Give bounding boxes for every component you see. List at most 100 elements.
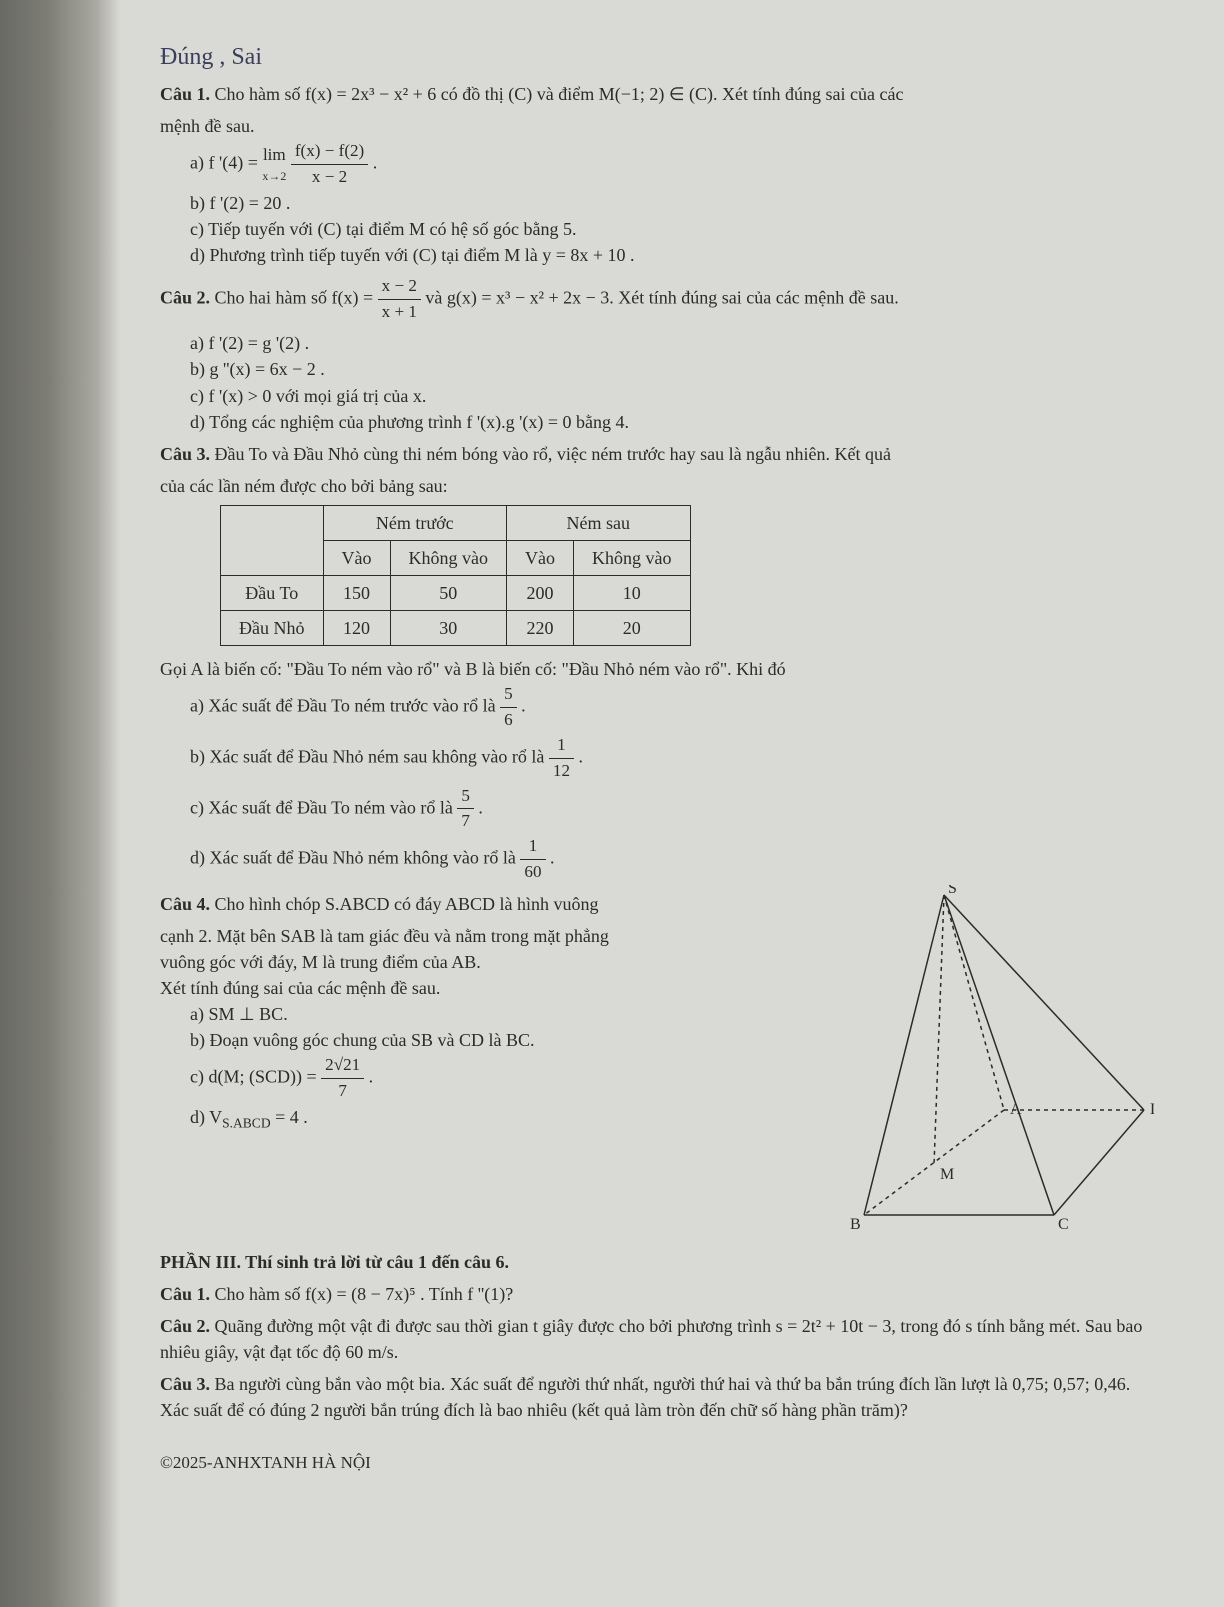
exam-page: Đúng , Sai Câu 1. Cho hàm số f(x) = 2x³ … — [0, 0, 1224, 1607]
frac-num: f(x) − f(2) — [291, 139, 368, 165]
cau1-after: mệnh đề sau. — [160, 113, 1154, 139]
p3c3: Ba người cùng bắn vào một bia. Xác suất … — [160, 1374, 1130, 1420]
cau2-c: c) f '(x) > 0 với mọi giá trị của x. — [190, 383, 1154, 409]
cau2-b: b) g ''(x) = 6x − 2 . — [190, 356, 1154, 382]
cau1-stem: Cho hàm số f(x) = 2x³ − x² + 6 có đồ thị… — [215, 84, 904, 104]
cau1-b: b) f '(2) = 20 . — [190, 190, 1154, 216]
cau4-l2: cạnh 2. Mặt bên SAB là tam giác đều và n… — [160, 923, 778, 949]
num: 1 — [520, 834, 545, 860]
cau4-l3: vuông góc với đáy, M là trung điểm của A… — [160, 949, 778, 975]
binding-edge — [0, 0, 120, 1607]
p3c1-title: Câu 1. — [160, 1284, 210, 1304]
cell: 20 — [574, 611, 691, 646]
phan3-title: PHẦN III. Thí sinh trả lời từ câu 1 đến … — [160, 1249, 1154, 1275]
cell: 220 — [507, 611, 574, 646]
frac: 112 — [549, 733, 574, 784]
th-kvao2: Không vào — [574, 541, 691, 576]
cau4-l1: Cho hình chóp S.ABCD có đáy ABCD là hình… — [215, 894, 599, 914]
pre: c) Xác suất để Đầu To ném vào rổ là — [190, 797, 457, 817]
pre: d) V — [190, 1107, 222, 1127]
cau1: Câu 1. Cho hàm số f(x) = 2x³ − x² + 6 có… — [160, 81, 1154, 107]
den: 60 — [520, 860, 545, 885]
pre: d) Xác suất để Đầu Nhỏ ném không vào rổ … — [190, 848, 520, 868]
cau2: Câu 2. Cho hai hàm số f(x) = x − 2 x + 1… — [160, 274, 1154, 325]
p3c1: Cho hàm số f(x) = (8 − 7x)⁵ . Tính f ''(… — [215, 1284, 514, 1304]
cau1-a-frac: f(x) − f(2) x − 2 — [291, 139, 368, 190]
cau1-title: Câu 1. — [160, 84, 210, 104]
cau3-d: d) Xác suất để Đầu Nhỏ ném không vào rổ … — [190, 834, 1154, 885]
pyramid-figure: SABCDM — [794, 885, 1154, 1235]
footer-copyright: ©2025-ANHXTANH HÀ NỘI — [160, 1451, 1154, 1476]
cau1-a-pre: a) f '(4) = — [190, 152, 262, 172]
col-sau: Ném sau — [507, 505, 691, 540]
cau4-d: d) VS.ABCD = 4 . — [190, 1104, 778, 1133]
p3c3-title: Câu 3. — [160, 1374, 210, 1394]
throw-table: Ném trước Ném sau Vào Không vào Vào Khôn… — [220, 505, 691, 646]
post: . — [579, 746, 584, 766]
cau3-title: Câu 3. — [160, 444, 210, 464]
post: . — [369, 1067, 374, 1087]
p3-c2: Câu 2. Quãng đường một vật đi được sau t… — [160, 1313, 1154, 1365]
pre: a) Xác suất để Đầu To ném trước vào rổ l… — [190, 696, 500, 716]
cau4-title: Câu 4. — [160, 894, 210, 914]
svg-text:S: S — [948, 885, 957, 897]
cell: 30 — [390, 611, 507, 646]
cau2-frac: x − 2 x + 1 — [378, 274, 421, 325]
cell: 120 — [323, 611, 390, 646]
num: 1 — [549, 733, 574, 759]
cau1-d: d) Phương trình tiếp tuyến với (C) tại đ… — [190, 242, 1154, 268]
cau4-c: c) d(M; (SCD)) = 2√217 . — [190, 1053, 778, 1104]
cau2-post: và g(x) = x³ − x² + 2x − 3. Xét tính đún… — [425, 287, 898, 307]
pre: b) Xác suất để Đầu Nhỏ ném sau không vào… — [190, 746, 549, 766]
svg-text:B: B — [850, 1216, 861, 1233]
cau4-wrap: Câu 4. Cho hình chóp S.ABCD có đáy ABCD … — [160, 885, 1154, 1235]
svg-text:C: C — [1058, 1216, 1069, 1233]
cau4-a: a) SM ⊥ BC. — [190, 1001, 778, 1027]
cau2-pre: Cho hai hàm số f(x) = — [215, 287, 378, 307]
post: . — [478, 797, 483, 817]
row-nho: Đầu Nhỏ — [221, 611, 324, 646]
cau3-a: a) Xác suất để Đầu To ném trước vào rổ l… — [190, 682, 1154, 733]
den: 7 — [321, 1079, 364, 1104]
lim-top: lim — [262, 143, 286, 168]
lim-bot: x→2 — [262, 168, 286, 185]
den: 6 — [500, 708, 517, 733]
cell: 50 — [390, 576, 507, 611]
frac-den: x − 2 — [291, 165, 368, 190]
p3-c3: Câu 3. Ba người cùng bắn vào một bia. Xá… — [160, 1371, 1154, 1423]
limit-symbol: lim x→2 — [262, 143, 286, 185]
num: 5 — [500, 682, 517, 708]
svg-text:A: A — [1010, 1101, 1022, 1118]
den: 12 — [549, 759, 574, 784]
cau1-a-post: . — [373, 152, 378, 172]
col-truoc: Ném trước — [323, 505, 507, 540]
cell: 200 — [507, 576, 574, 611]
cau2-title: Câu 2. — [160, 287, 210, 307]
cau4-l4: Xét tính đúng sai của các mệnh đề sau. — [160, 975, 778, 1001]
cau3-after: của các lần ném được cho bởi bảng sau: — [160, 473, 1154, 499]
svg-text:M: M — [940, 1166, 954, 1183]
post: = 4 . — [271, 1107, 308, 1127]
den: 7 — [457, 809, 474, 834]
pre: c) d(M; (SCD)) = — [190, 1067, 321, 1087]
sub: S.ABCD — [222, 1115, 270, 1130]
post: . — [521, 696, 526, 716]
p3-c1: Câu 1. Cho hàm số f(x) = (8 − 7x)⁵ . Tín… — [160, 1281, 1154, 1307]
th-vao2: Vào — [507, 541, 574, 576]
cau4-b: b) Đoạn vuông góc chung của SB và CD là … — [190, 1027, 778, 1053]
cau3-c: c) Xác suất để Đầu To ném vào rổ là 57 . — [190, 784, 1154, 835]
handwritten-note: Đúng , Sai — [160, 40, 1154, 75]
num: 5 — [457, 784, 474, 810]
frac-num: x − 2 — [378, 274, 421, 300]
th-kvao1: Không vào — [390, 541, 507, 576]
frac: 56 — [500, 682, 517, 733]
cell: 150 — [323, 576, 390, 611]
post: . — [550, 848, 555, 868]
p3c2-title: Câu 2. — [160, 1316, 210, 1336]
cau2-d: d) Tổng các nghiệm của phương trình f '(… — [190, 409, 1154, 435]
cau3-b: b) Xác suất để Đầu Nhỏ ném sau không vào… — [190, 733, 1154, 784]
frac: 57 — [457, 784, 474, 835]
frac: 160 — [520, 834, 545, 885]
row-to: Đầu To — [221, 576, 324, 611]
p3c2: Quãng đường một vật đi được sau thời gia… — [160, 1316, 1142, 1362]
